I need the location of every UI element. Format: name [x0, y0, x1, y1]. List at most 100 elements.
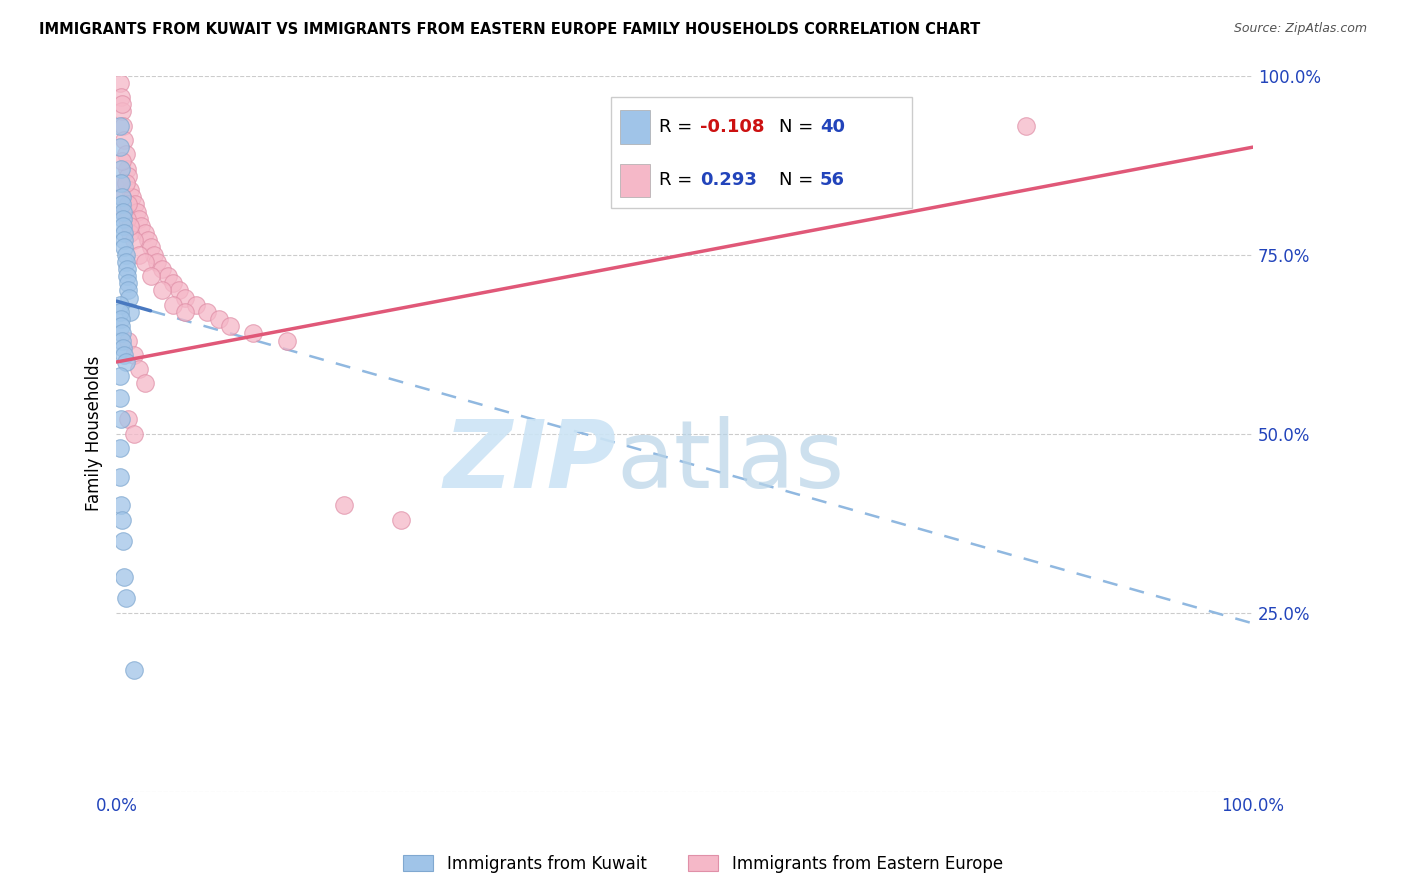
Point [115, 261, 138, 276]
Point [117, 284, 139, 298]
Point [173, 305, 195, 319]
Point [146, 254, 169, 268]
Point [108, 298, 131, 312]
Point [139, 268, 162, 283]
Point [120, 305, 142, 319]
Point [156, 268, 179, 283]
Point [114, 348, 136, 362]
Point [219, 319, 242, 334]
Point [117, 197, 139, 211]
Point [108, 119, 131, 133]
Point [276, 334, 298, 348]
Text: IMMIGRANTS FROM KUWAIT VS IMMIGRANTS FROM EASTERN EUROPE FAMILY HOUSEHOLDS CORRE: IMMIGRANTS FROM KUWAIT VS IMMIGRANTS FRO… [39, 22, 980, 37]
Point [108, 469, 131, 483]
Point [114, 204, 136, 219]
Point [128, 247, 150, 261]
Point [184, 298, 207, 312]
Point [134, 226, 156, 240]
Point [110, 412, 132, 426]
Point [124, 197, 146, 211]
Point [112, 211, 135, 226]
Point [162, 277, 184, 291]
Point [114, 355, 136, 369]
Point [111, 334, 134, 348]
Point [134, 376, 156, 391]
Point [120, 226, 142, 240]
Point [167, 284, 190, 298]
Point [389, 512, 412, 526]
Point [111, 512, 134, 526]
Point [112, 341, 135, 355]
Point [111, 154, 134, 169]
Point [108, 176, 131, 190]
Point [110, 498, 132, 512]
Text: 40: 40 [820, 118, 845, 136]
Point [114, 247, 136, 261]
Text: -0.108: -0.108 [700, 118, 763, 136]
Point [108, 391, 131, 405]
Legend: Immigrants from Kuwait, Immigrants from Eastern Europe: Immigrants from Kuwait, Immigrants from … [396, 848, 1010, 880]
Point [150, 261, 173, 276]
Point [134, 254, 156, 268]
Point [110, 90, 132, 104]
Point [114, 591, 136, 606]
Point [111, 97, 134, 112]
Text: R =: R = [659, 118, 697, 136]
Point [110, 161, 132, 176]
Point [332, 498, 354, 512]
Point [117, 169, 139, 183]
Point [118, 291, 141, 305]
Point [122, 348, 145, 362]
Point [122, 663, 145, 677]
FancyBboxPatch shape [620, 111, 650, 144]
Point [112, 534, 135, 549]
Point [115, 211, 138, 226]
Text: 0.293: 0.293 [700, 171, 756, 189]
Point [114, 233, 136, 247]
Text: N =: N = [779, 171, 820, 189]
Point [108, 369, 131, 384]
Point [112, 119, 135, 133]
FancyBboxPatch shape [620, 163, 650, 197]
Point [1014, 119, 1036, 133]
Point [128, 362, 150, 376]
Point [173, 291, 195, 305]
Text: ZIP: ZIP [444, 417, 616, 508]
Point [131, 219, 153, 233]
Point [111, 104, 134, 119]
Text: 56: 56 [820, 171, 845, 189]
Point [120, 183, 142, 197]
Point [111, 326, 134, 341]
Point [114, 254, 136, 268]
Point [114, 240, 136, 254]
Point [122, 233, 145, 247]
Point [197, 305, 219, 319]
Point [122, 426, 145, 441]
Point [117, 277, 139, 291]
Point [112, 204, 135, 219]
Point [162, 298, 184, 312]
Point [115, 268, 138, 283]
Point [110, 312, 132, 326]
Point [121, 190, 143, 204]
Text: R =: R = [659, 171, 697, 189]
Text: atlas: atlas [616, 417, 845, 508]
Point [112, 219, 135, 233]
Point [242, 326, 264, 341]
Text: N =: N = [779, 118, 820, 136]
Point [108, 305, 131, 319]
Point [115, 161, 138, 176]
Point [114, 570, 136, 584]
Point [150, 284, 173, 298]
Point [108, 441, 131, 455]
Point [136, 233, 159, 247]
Point [108, 76, 131, 90]
Point [208, 312, 231, 326]
Point [111, 190, 134, 204]
Point [111, 197, 134, 211]
FancyBboxPatch shape [610, 97, 912, 208]
Point [117, 334, 139, 348]
Point [114, 147, 136, 161]
Point [114, 176, 136, 190]
Text: Source: ZipAtlas.com: Source: ZipAtlas.com [1233, 22, 1367, 36]
